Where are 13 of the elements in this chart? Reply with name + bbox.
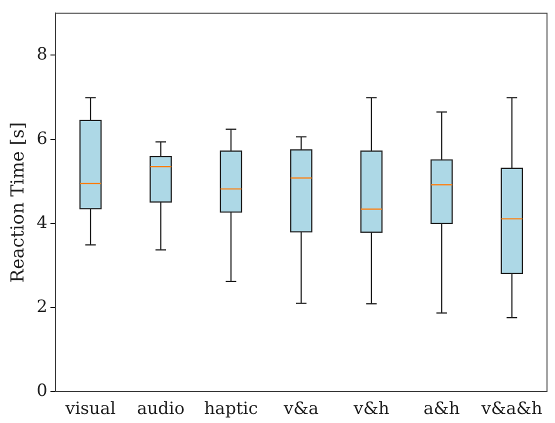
x-tick-label: haptic bbox=[204, 399, 258, 420]
y-tick-label: 4 bbox=[36, 212, 48, 233]
x-tick-label: audio bbox=[136, 399, 185, 420]
x-tick-label: a&h bbox=[424, 399, 460, 420]
y-axis-title: Reaction Time [s] bbox=[7, 122, 28, 283]
y-tick-label: 0 bbox=[36, 381, 48, 402]
x-tick-label: v&a bbox=[282, 399, 319, 420]
x-tick-label: v&h bbox=[352, 399, 390, 420]
x-tick-label: visual bbox=[64, 399, 116, 420]
y-tick-label: 6 bbox=[36, 128, 48, 149]
y-tick-label: 2 bbox=[36, 296, 48, 317]
x-tick-label: v&a&h bbox=[480, 399, 542, 420]
y-tick-label: 8 bbox=[36, 44, 48, 65]
